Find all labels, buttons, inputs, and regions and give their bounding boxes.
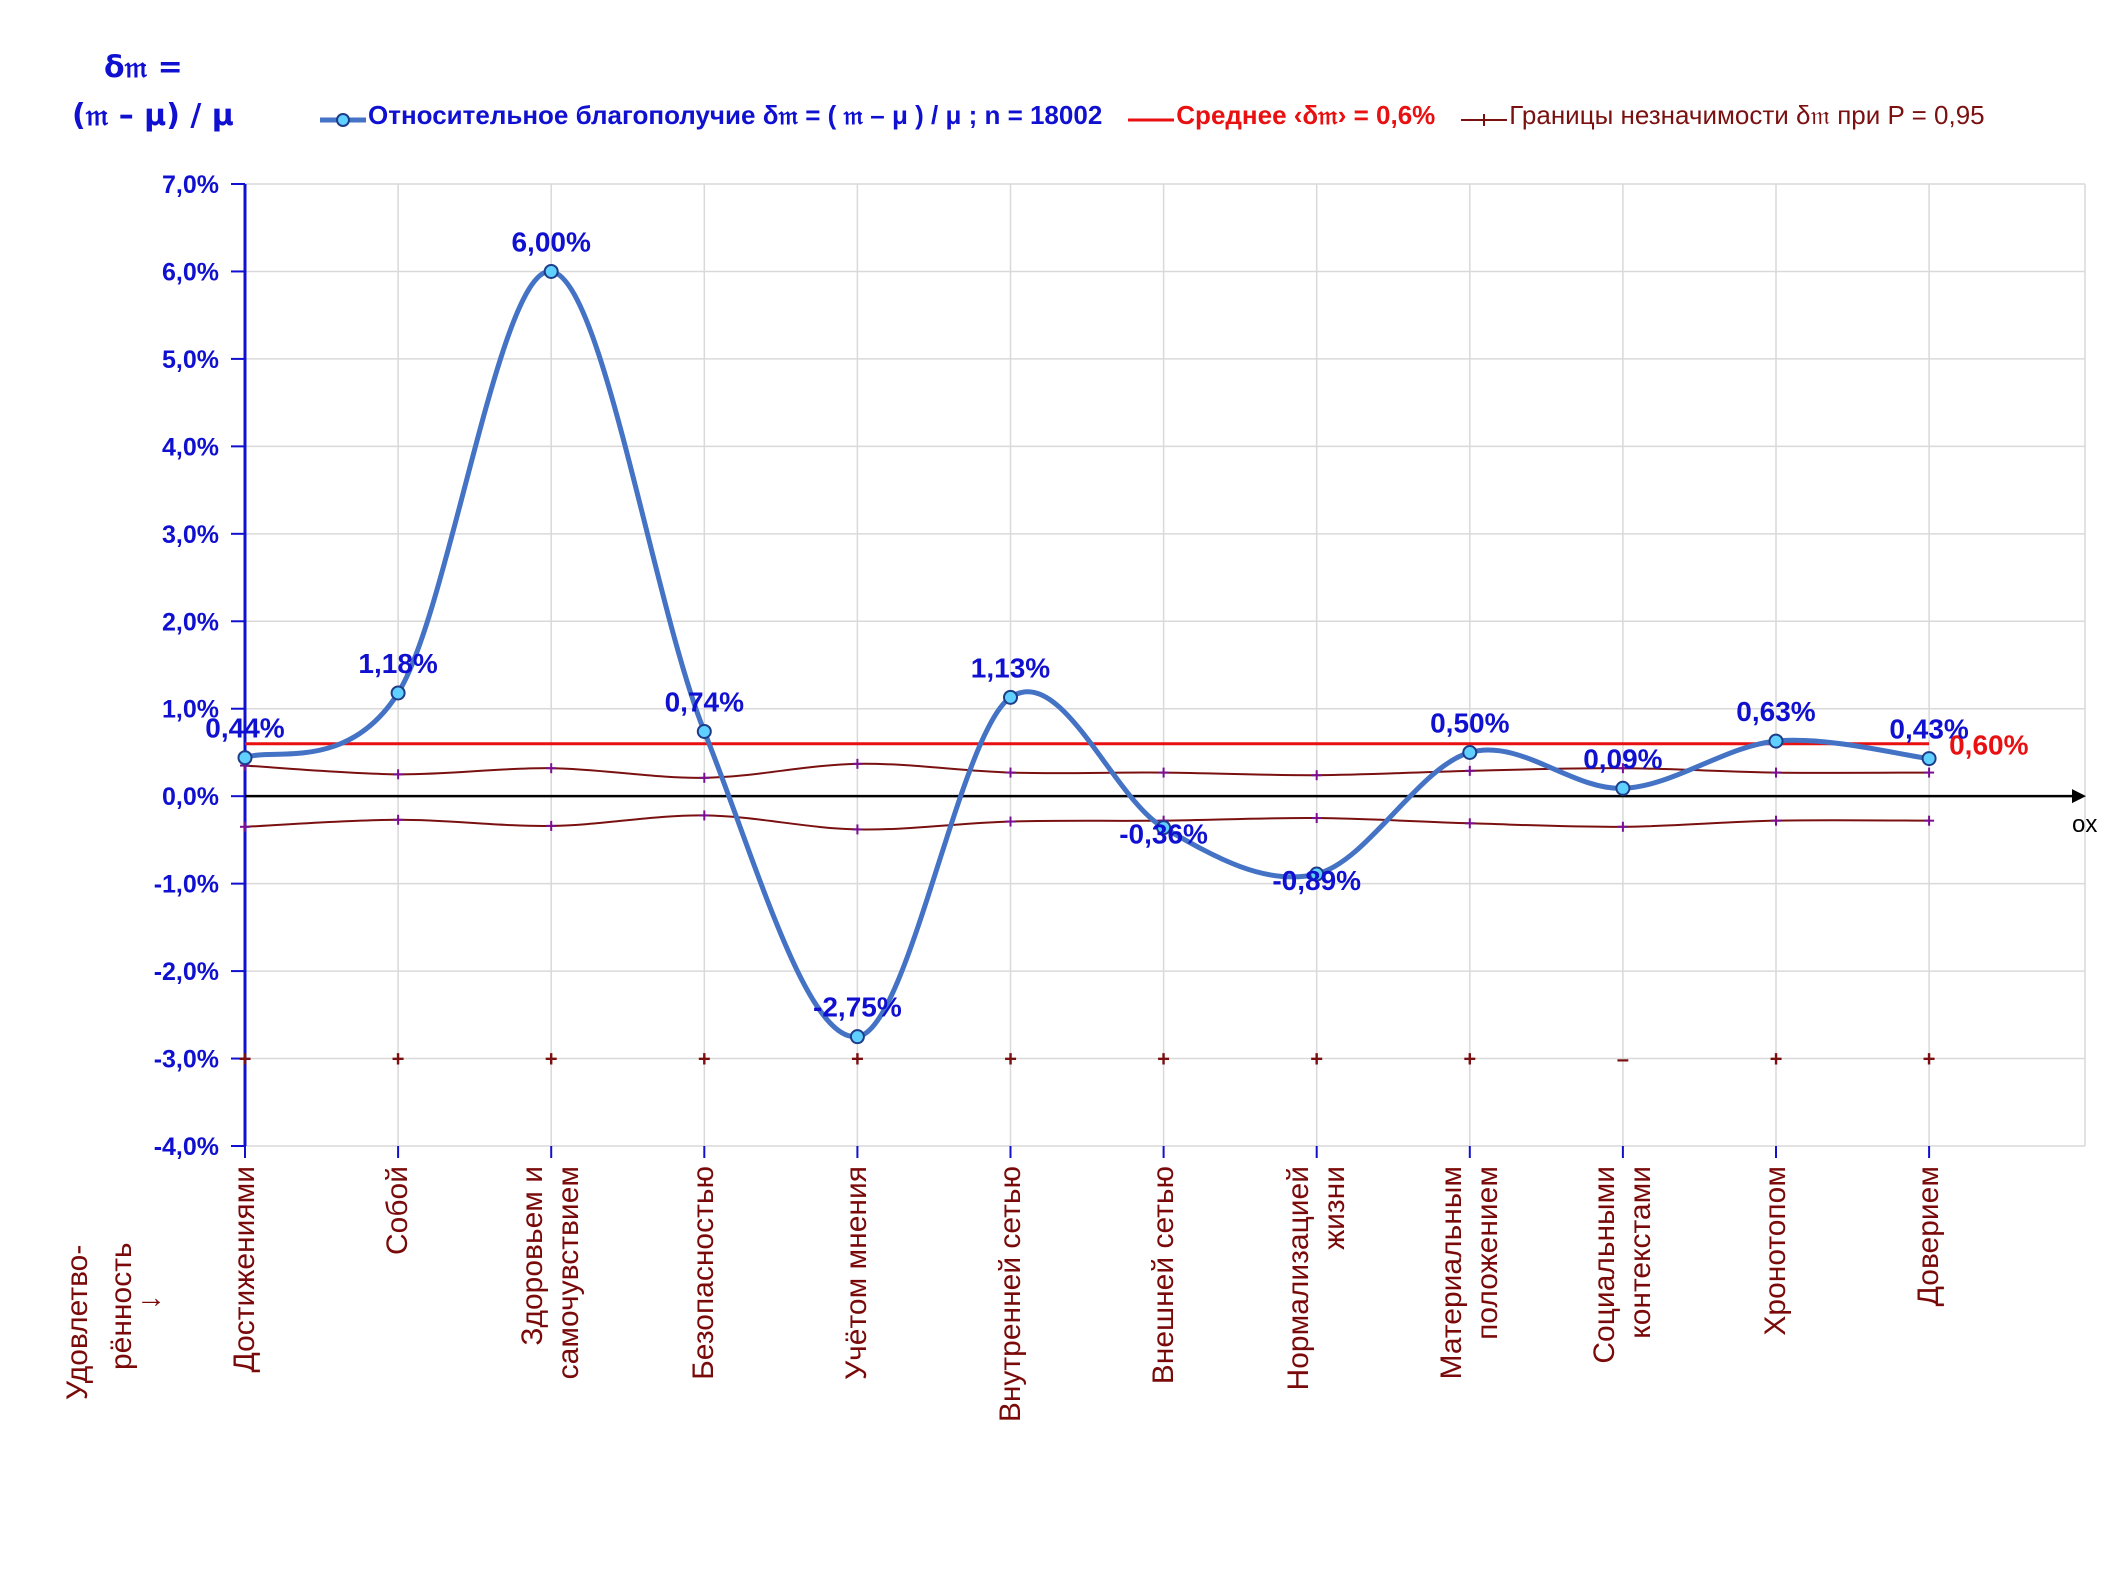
legend-bounds-label: Границы незначимости δ𝔪 при P = 0,95: [1509, 100, 1985, 130]
y-tick-label: 2,0%: [162, 608, 219, 636]
y-tick-label: -4,0%: [154, 1133, 219, 1161]
y-tick-label: 5,0%: [162, 346, 219, 374]
category-label: Достижениями: [228, 1166, 261, 1373]
category-label: самочувствием: [552, 1166, 586, 1380]
legend-series: Относительное благополучие δ𝔪 = ( 𝔪 – μ …: [320, 100, 1102, 132]
category-label: положением: [1470, 1166, 1504, 1340]
category-label: Внешней сетью: [1146, 1166, 1180, 1385]
legend-bounds-swatch: [1461, 106, 1508, 126]
category-label: контекстами: [1623, 1166, 1657, 1339]
bottom-marker: +: [1923, 1047, 1936, 1072]
data-label: -2,75%: [813, 992, 902, 1023]
series-point: [1462, 744, 1478, 760]
category-label: Хронотопом: [1759, 1166, 1792, 1336]
category-label: Материальным: [1434, 1166, 1468, 1380]
series-point: [1003, 689, 1018, 705]
y-tick-label: -1,0%: [154, 871, 219, 899]
series-point: [237, 750, 253, 766]
bottom-marker: +: [392, 1047, 405, 1072]
category-label: Собой: [381, 1166, 415, 1255]
category-label: Социальными: [1587, 1166, 1621, 1364]
y-tick-label: 7,0%: [162, 171, 219, 199]
data-label: 0,43%: [1889, 714, 1968, 745]
series-point: [1156, 820, 1172, 836]
side-title-line1: Удовлетво-: [61, 1244, 94, 1400]
x-axis-arrow: [2072, 789, 2086, 804]
legend-bounds: Границы незначимости δ𝔪 при P = 0,95: [1461, 100, 1985, 132]
category-label: Внутренней сетью: [993, 1166, 1027, 1423]
category-label: Безопасностью: [687, 1166, 721, 1380]
chart-legend: Относительное благополучие δ𝔪 = ( 𝔪 – μ …: [320, 98, 2011, 134]
category-label: Учётом мнения: [840, 1166, 874, 1380]
y-axis-title-line1: δ𝔪 =: [104, 50, 183, 85]
legend-mean-label: Среднее ‹δ𝔪› = 0,6%: [1176, 100, 1436, 130]
data-label: 0,44%: [205, 713, 284, 744]
mean-value-label: 0,60%: [1949, 730, 2028, 761]
y-tick-label: 3,0%: [162, 521, 219, 549]
y-tick-label: 4,0%: [162, 433, 219, 461]
y-tick-label: -2,0%: [154, 958, 219, 986]
bottom-marker: +: [1157, 1047, 1170, 1072]
category-label: Здоровьем и: [516, 1166, 550, 1346]
side-title-arrow: ↓: [133, 1295, 166, 1310]
series-point: [1309, 866, 1325, 882]
data-label: -0,36%: [1119, 819, 1208, 850]
series-line: [244, 268, 1930, 1040]
series-point: [1921, 751, 1937, 767]
y-tick-label: 0,0%: [162, 783, 219, 811]
category-label: жизни: [1317, 1166, 1351, 1250]
x-axis-end-label: ox: [2072, 811, 2097, 838]
bottom-marker: +: [545, 1047, 558, 1072]
bottom-marker: +: [1004, 1047, 1017, 1072]
data-label: 0,74%: [665, 686, 744, 717]
series-point: [1768, 733, 1784, 749]
data-label: 0,09%: [1583, 743, 1662, 774]
series-point: [1615, 780, 1631, 796]
bottom-marker: +: [239, 1047, 252, 1072]
y-tick-label: 6,0%: [162, 258, 219, 286]
legend-mean: Среднее ‹δ𝔪› = 0,6%: [1128, 100, 1435, 132]
bottom-marker: +: [1770, 1047, 1783, 1072]
bottom-marker: –: [1617, 1047, 1629, 1072]
series-point: [390, 685, 406, 701]
data-label: 6,00%: [511, 226, 590, 257]
data-label: 0,63%: [1736, 696, 1815, 727]
legend-mean-swatch: [1128, 106, 1175, 126]
category-label: Доверием: [1912, 1166, 1946, 1307]
data-label: -0,89%: [1272, 865, 1361, 896]
series-point: [849, 1029, 865, 1045]
bounds-lower-line: [244, 814, 1930, 831]
y-tick-label: -3,0%: [154, 1046, 219, 1074]
bottom-marker: +: [1310, 1047, 1323, 1072]
y-axis-title-line2: (𝔪 – μ) / μ: [72, 98, 234, 133]
series-point: [696, 723, 712, 739]
data-label: 0,50%: [1430, 707, 1509, 738]
data-label: 1,18%: [358, 648, 437, 679]
series-point: [543, 263, 559, 279]
bottom-marker: +: [851, 1047, 864, 1072]
bounds-upper-line: [244, 762, 1930, 779]
legend-series-swatch: [320, 106, 366, 127]
y-tick-label: 1,0%: [162, 696, 219, 724]
category-label: Нормализацией: [1281, 1166, 1315, 1391]
data-label: 1,13%: [971, 652, 1050, 683]
legend-series-label: Относительное благополучие δ𝔪 = ( 𝔪 – μ …: [368, 100, 1103, 130]
bottom-marker: +: [698, 1047, 711, 1072]
bottom-marker: +: [1463, 1047, 1476, 1072]
